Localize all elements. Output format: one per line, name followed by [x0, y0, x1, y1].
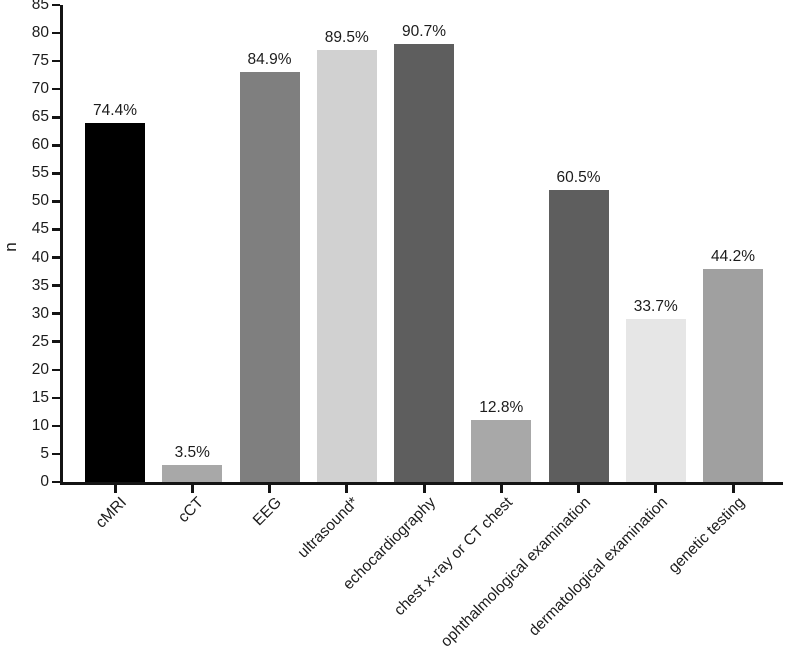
bar-value-label: 3.5% — [174, 444, 210, 462]
x-tick-label: EEG — [249, 494, 285, 530]
y-tick-label: 5 — [40, 444, 49, 462]
x-tick-label: cMRI — [92, 494, 131, 532]
bar-value-label: 89.5% — [324, 28, 369, 46]
bar — [471, 420, 532, 482]
bar — [625, 319, 686, 482]
bar — [239, 72, 300, 482]
y-tick-label: 15 — [31, 388, 49, 406]
x-tick — [731, 485, 735, 493]
y-tick-label: 45 — [31, 220, 49, 238]
x-tick — [654, 485, 658, 493]
y-tick-label: 0 — [40, 473, 49, 490]
x-tick — [577, 485, 580, 493]
y-tick-label: 40 — [31, 248, 49, 266]
y-tick — [52, 396, 60, 400]
bar-value-label: 84.9% — [247, 51, 292, 69]
bar-value-label: 12.8% — [479, 399, 524, 417]
y-tick-label: 10 — [31, 416, 49, 434]
bar — [548, 190, 609, 482]
bar — [85, 122, 145, 482]
y-tick — [52, 144, 60, 147]
y-tick — [52, 452, 60, 456]
x-tick — [268, 485, 271, 493]
bar-value-label: 33.7% — [633, 298, 678, 316]
y-tick — [52, 340, 60, 343]
y-tick-label: 30 — [31, 304, 49, 322]
bar — [394, 44, 454, 482]
y-tick-label: 65 — [31, 108, 49, 126]
y-tick — [52, 368, 60, 372]
y-tick — [52, 480, 60, 484]
y-axis-title: n — [1, 242, 20, 252]
y-tick — [52, 3, 60, 7]
y-tick-label: 60 — [31, 136, 49, 154]
y-tick-label: 35 — [31, 276, 49, 294]
y-tick-label: 80 — [31, 24, 49, 42]
bar-value-label: 44.2% — [711, 247, 755, 265]
y-tick-label: 70 — [31, 80, 49, 98]
y-tick — [52, 284, 60, 287]
y-tick — [52, 31, 60, 35]
y-tick-label: 50 — [31, 192, 49, 210]
bar — [703, 268, 763, 482]
y-tick — [52, 87, 60, 91]
x-tick-label: genetic testing — [665, 494, 749, 577]
bar — [316, 49, 377, 482]
y-tick — [52, 116, 60, 119]
bar-value-label: 60.5% — [556, 169, 601, 187]
x-tick — [113, 485, 117, 493]
y-tick — [52, 200, 60, 203]
y-tick-label: 20 — [31, 360, 49, 378]
x-tick-label: ophthalmological examination — [437, 494, 594, 651]
y-tick-label: 85 — [31, 0, 49, 13]
plot-area: 0 5 10 15 20 25 30 35 40 45 50 55 60 65 70 75 80 85 74.4% c… — [32, 0, 783, 650]
y-tick — [52, 256, 60, 259]
x-tick-label: cCT — [175, 494, 208, 527]
y-tick-label: 25 — [31, 332, 49, 350]
x-tick — [499, 485, 503, 493]
y-tick — [52, 59, 60, 63]
y-tick — [52, 228, 60, 231]
x-tick — [190, 485, 194, 493]
x-tick — [345, 485, 349, 493]
bar-value-label: 90.7% — [402, 23, 446, 41]
y-tick — [52, 312, 60, 315]
y-tick-label: 75 — [31, 52, 49, 70]
x-tick — [422, 485, 426, 493]
bar-value-label: 74.4% — [93, 101, 137, 119]
x-tick-label: dermatological examination — [525, 494, 671, 640]
y-tick-label: 55 — [31, 164, 49, 182]
bar — [162, 465, 223, 482]
y-tick — [52, 172, 60, 175]
y-tick — [52, 424, 60, 428]
x-tick-label: ultrasound* — [294, 494, 362, 562]
